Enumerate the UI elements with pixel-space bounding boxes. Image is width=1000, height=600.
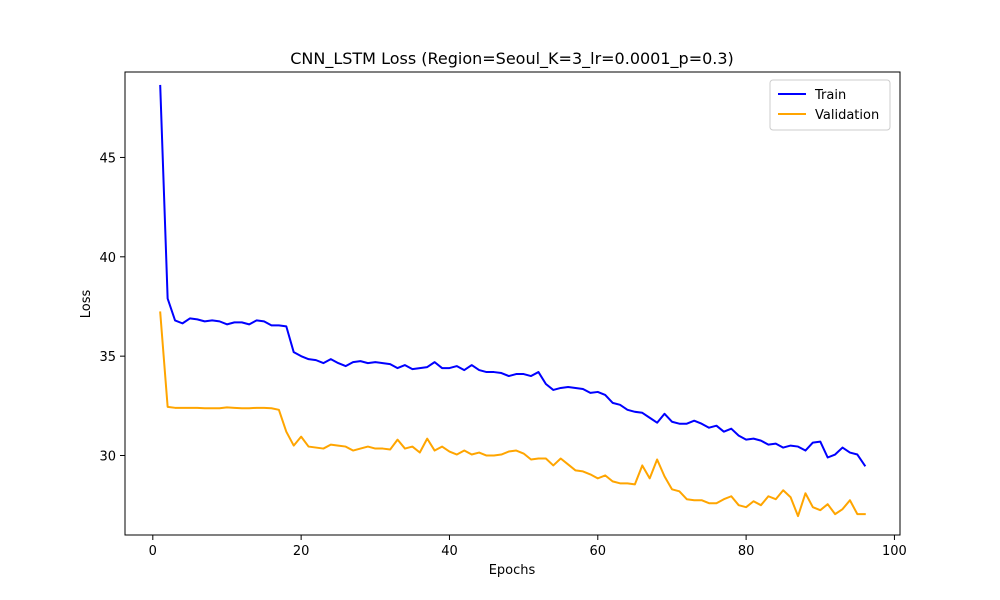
x-tick-label: 20 [293, 544, 310, 559]
x-tick-label: 0 [149, 544, 157, 559]
plot-area: 0 20 40 60 80 100 30 35 40 45 Train Validation [99, 71, 907, 559]
x-tick-label: 80 [738, 544, 755, 559]
legend-label-validation: Validation [815, 108, 879, 123]
y-tick-label: 40 [99, 251, 116, 266]
series-line-train [159, 84, 867, 467]
y-tick-label: 35 [99, 350, 116, 365]
legend-box [769, 79, 891, 131]
plot-frame [124, 71, 901, 536]
x-tick-label: 100 [882, 544, 907, 559]
y-tick-label: 45 [99, 151, 116, 166]
series-line-validation [159, 311, 866, 518]
y-axis-label: Loss [79, 290, 94, 319]
x-tick-label: 40 [441, 544, 458, 559]
chart-title: CNN_LSTM Loss (Region=Seoul_K=3_lr=0.000… [290, 49, 734, 69]
x-tick-label: 60 [590, 544, 607, 559]
x-axis-label: Epochs [489, 563, 536, 578]
legend-label-train: Train [814, 88, 846, 103]
y-tick-label: 30 [99, 450, 116, 465]
